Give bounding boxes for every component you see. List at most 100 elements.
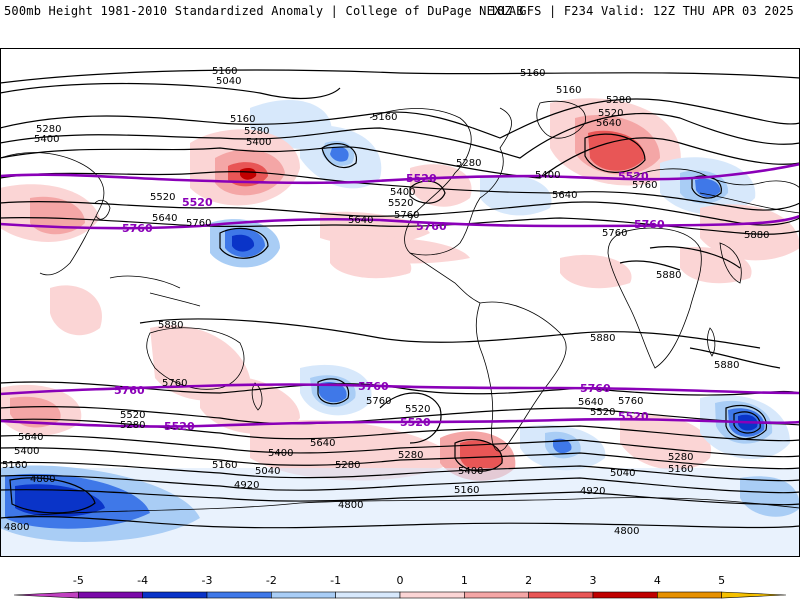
colorbar-segment-pos5 — [721, 591, 787, 599]
label-5640-s-pacific: 5640 — [310, 438, 335, 449]
label-5160-n-atlantic: 5160 — [520, 68, 545, 79]
anomaly-deepblue-epac — [232, 234, 255, 252]
label-5640-n-atlantic: 5640 — [552, 190, 577, 201]
europe-outline — [629, 168, 800, 189]
ref-label-5760-s-3: 5760 — [580, 382, 611, 395]
ref-label-5520-s-1: 5520 — [164, 420, 195, 433]
label-5520-s-atlantic: 5520 — [590, 407, 615, 418]
colorbar-segment-neg4 — [78, 591, 143, 599]
anomaly-light-red-namibia — [560, 254, 632, 289]
ref-5760-north — [0, 214, 800, 230]
coastlines — [0, 100, 800, 519]
contour-north-5640 — [0, 201, 800, 226]
anomaly-darkblue-europe — [695, 178, 721, 198]
label-5880-australia: 5880 — [158, 320, 183, 331]
anomaly-deepred-npac — [240, 168, 257, 180]
australia-outline — [146, 327, 245, 390]
label-5400-n-america: 5400 — [390, 187, 415, 198]
colorbar-segments — [13, 591, 787, 599]
label-5160-n-pacific: 5160 — [212, 66, 237, 77]
label-5640-n-pacific: 5640 — [152, 213, 177, 224]
label-5160-n-europe: 5160 — [556, 85, 581, 96]
ref-label-5760-s-2: 5760 — [358, 380, 389, 393]
ref-label-5520-n-1: 5520 — [182, 196, 213, 209]
map-title: 500mb Height 1981-2010 Standardized Anom… — [4, 4, 524, 18]
label-5760-n-pacific: 5760 — [186, 218, 211, 229]
contour-low-sw — [9, 477, 96, 514]
colorbar-tick-label: -4 — [137, 574, 148, 587]
contour-south-4920 — [0, 489, 800, 506]
ref-label-5760-s-1: 5760 — [114, 384, 145, 397]
ref-label-5520-s-3: 5520 — [618, 410, 649, 423]
reference-lines — [0, 162, 800, 428]
contour-north-5280 — [0, 112, 800, 159]
label-5040-s-atlantic: 5040 — [610, 468, 635, 479]
label-5880-africa: 5880 — [656, 270, 681, 281]
colorbar-segment-neg05 — [335, 591, 401, 599]
anomaly-darkblue-spac — [318, 381, 347, 403]
colorbar-segment-neg1 — [271, 591, 336, 599]
contour-north-5760 — [0, 217, 800, 235]
contour-north-5520 — [0, 171, 800, 211]
label-5760-n-africa: 5760 — [602, 228, 627, 239]
label-5400-n-pacific: 5400 — [246, 137, 271, 148]
colorbar-segment-pos2 — [528, 591, 594, 599]
contour-low-spac — [317, 378, 350, 405]
colorbar-segment-neg3 — [142, 591, 208, 599]
colorbar-segment-pos3 — [592, 591, 658, 599]
contour-5880-asia — [649, 246, 741, 269]
colorbar-tick-label: 1 — [461, 574, 468, 587]
contour-south-5760 — [0, 381, 800, 396]
label-5400-s-pacific: 5400 — [268, 448, 293, 459]
reference-labels: 5520 5520 5520 5760 5760 5760 5760 5760 … — [114, 170, 665, 433]
anomaly-map: 5160 5040 5160 5160 5280 5520 5640 5280 … — [0, 48, 800, 557]
indonesia-outline — [109, 275, 201, 307]
label-4800-w: 4800 — [4, 522, 29, 533]
antarctica-outline — [0, 497, 800, 519]
ref-label-5520-s-2: 5520 — [400, 416, 431, 429]
colorbar-segment-pos1 — [464, 591, 529, 599]
anomaly-shading — [0, 98, 800, 557]
ref-label-5760-n-2: 5760 — [416, 220, 447, 233]
label-5520-n-europe: 5520 — [598, 108, 623, 119]
label-5160-n-pacific-b: 5160 — [230, 114, 255, 125]
label-5160-s-west: 5160 — [2, 460, 27, 471]
contour-5880-indian — [689, 347, 781, 369]
anomaly-light-red-india — [680, 247, 752, 284]
colorbar-tick-label: 2 — [525, 574, 532, 587]
contour-low-sindian — [725, 404, 768, 440]
anomaly-deepblue-antarctic-w — [15, 484, 105, 517]
ref-label-5520-n-2: 5520 — [406, 172, 437, 185]
label-5280-n-europe: 5280 — [606, 95, 631, 106]
label-5280-s-indian: 5280 — [668, 452, 693, 463]
label-5160-s-america: 5160 — [454, 485, 479, 496]
contour-north-5160 — [0, 98, 800, 139]
anomaly-colorbar: -5 -4 -3 -2 -1 0 1 2 3 4 5 — [0, 570, 800, 600]
south-america-outline — [475, 301, 567, 452]
label-5760-n-america: 5760 — [394, 210, 419, 221]
colorbar-tick-labels: -5 -4 -3 -2 -1 0 1 2 3 4 5 — [73, 574, 725, 587]
anomaly-darkblue-aleutian — [330, 146, 349, 162]
asia-east-outline — [699, 192, 800, 214]
anomaly-darkblue-satl — [553, 438, 572, 454]
ref-5760-south — [0, 383, 800, 396]
anomaly-darkred-natl — [588, 130, 645, 171]
anomaly-light-red-asia — [700, 204, 800, 261]
contour-north-polar — [0, 69, 800, 84]
colorbar-tick-label: -2 — [266, 574, 277, 587]
contour-south-5040 — [0, 474, 800, 494]
contour-5880-africa — [619, 260, 681, 271]
contour-5880-spac — [139, 318, 761, 349]
contour-low-aleutian — [321, 143, 357, 169]
greenland-outline — [536, 100, 586, 139]
label-5160-s-indian: 5160 — [668, 464, 693, 475]
label-5400-s-west: 5400 — [14, 446, 39, 457]
label-5880-s-america: 5880 — [590, 333, 615, 344]
label-5040-n-pacific: 5040 — [216, 76, 241, 87]
ref-5520-north — [0, 162, 800, 185]
label-5280-s-america: 5280 — [398, 450, 423, 461]
contour-south-5520 — [0, 418, 800, 442]
japan-outline — [94, 199, 111, 220]
contour-low-epac — [219, 227, 269, 259]
label-5520-s-pacific-w: 5520 — [120, 410, 145, 421]
